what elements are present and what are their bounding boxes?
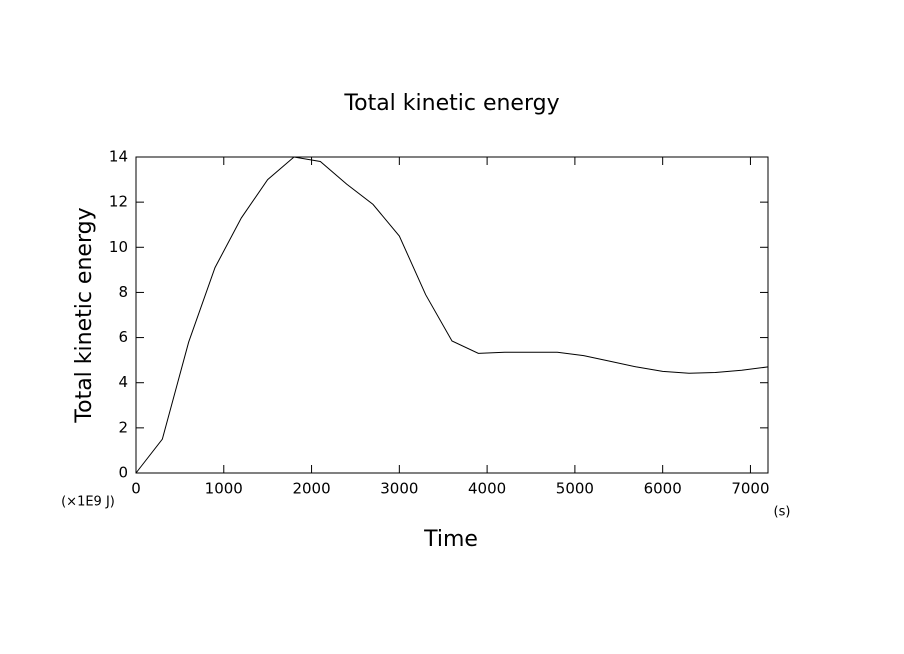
y-tick-label: 10 [109, 238, 128, 256]
y-tick-label: 14 [109, 148, 128, 166]
x-tick-label: 1000 [205, 480, 243, 498]
data-line [135, 156, 769, 474]
x-tick-label: 0 [131, 480, 141, 498]
y-tick-label: 6 [118, 328, 128, 346]
x-tick-label: 3000 [380, 480, 418, 498]
y-tick-label: 4 [118, 373, 128, 391]
x-tick-label: 6000 [644, 480, 682, 498]
y-axis-label: Total kinetic energy [72, 207, 97, 423]
x-tick-label: 7000 [731, 480, 769, 498]
y-tick-label: 0 [118, 464, 128, 482]
x-tick-label: 2000 [292, 480, 330, 498]
y-unit: (×1E9 J) [61, 495, 115, 510]
x-tick-label: 4000 [468, 480, 506, 498]
y-tick-label: 2 [118, 418, 128, 436]
plot-frame [135, 156, 769, 474]
y-tick-label: 12 [109, 193, 128, 211]
x-tick-label: 5000 [556, 480, 594, 498]
chart-title: Total kinetic energy [343, 91, 559, 116]
x-axis-label: Time [423, 527, 478, 552]
x-unit: (s) [774, 505, 791, 520]
y-tick-label: 8 [118, 283, 128, 301]
